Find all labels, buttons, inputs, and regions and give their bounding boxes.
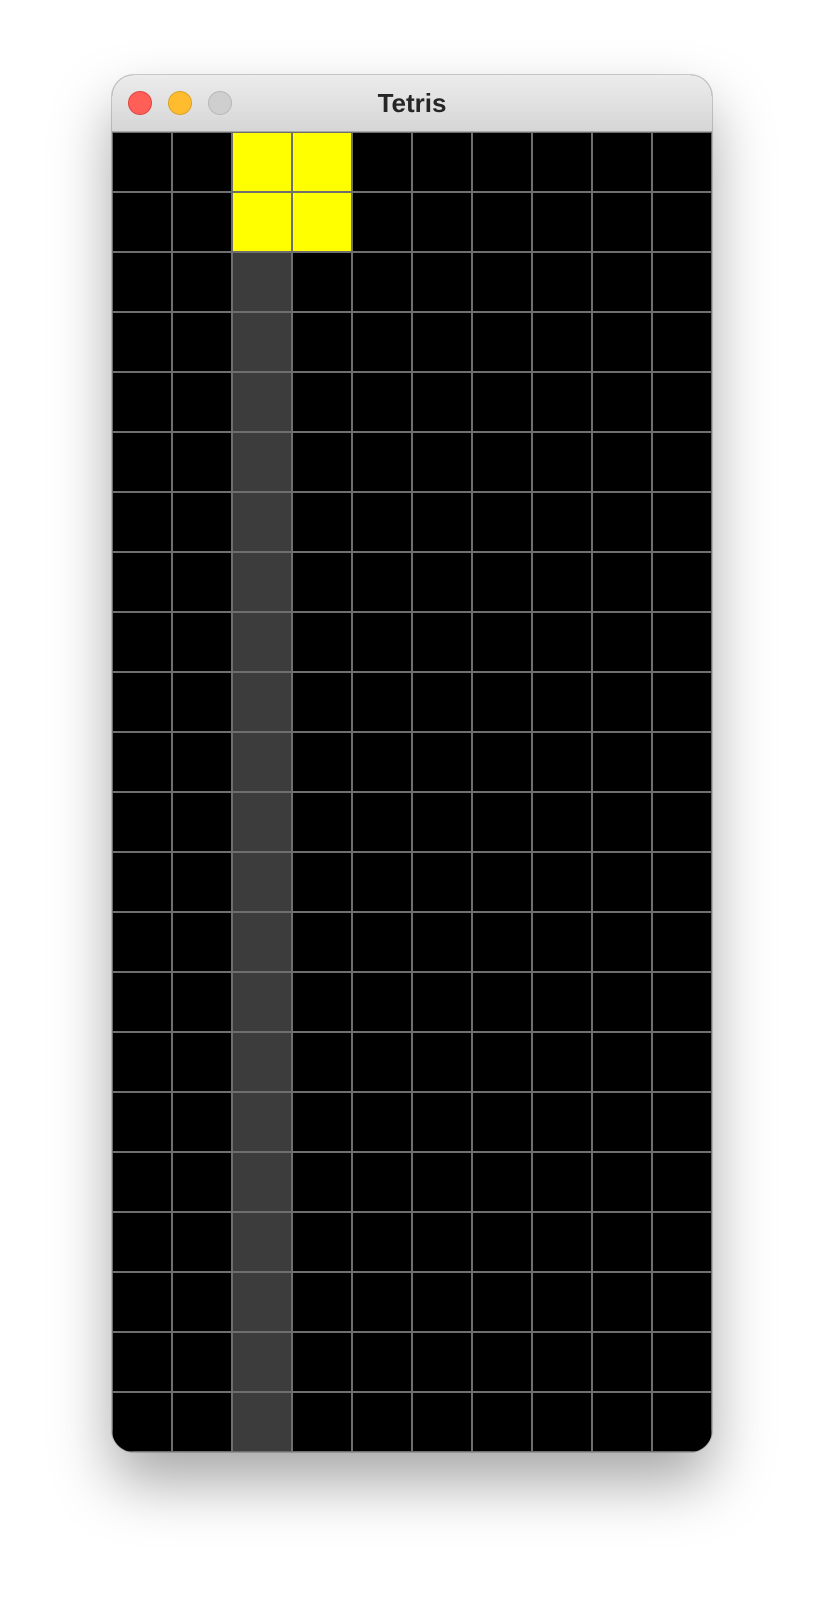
ghost-cell bbox=[232, 732, 292, 792]
ghost-cell bbox=[232, 432, 292, 492]
ghost-cell bbox=[232, 1152, 292, 1212]
ghost-cell bbox=[232, 1392, 292, 1452]
ghost-cell bbox=[232, 372, 292, 432]
game-window: Tetris bbox=[112, 75, 712, 1452]
ghost-cell bbox=[232, 792, 292, 852]
tetris-board[interactable] bbox=[112, 132, 712, 1452]
active-piece-cell bbox=[292, 192, 352, 252]
ghost-cell bbox=[232, 672, 292, 732]
ghost-cell bbox=[232, 1092, 292, 1152]
active-piece-cell bbox=[292, 132, 352, 192]
ghost-cell bbox=[232, 912, 292, 972]
board-grid bbox=[112, 132, 712, 1452]
active-piece-cell bbox=[232, 132, 292, 192]
ghost-cell bbox=[232, 1032, 292, 1092]
ghost-cell bbox=[232, 1272, 292, 1332]
ghost-cell bbox=[232, 552, 292, 612]
ghost-cell bbox=[232, 252, 292, 312]
ghost-cell bbox=[232, 1212, 292, 1272]
ghost-cell bbox=[232, 312, 292, 372]
ghost-cell bbox=[232, 1332, 292, 1392]
ghost-cell bbox=[232, 972, 292, 1032]
window-title: Tetris bbox=[112, 75, 712, 132]
title-bar[interactable]: Tetris bbox=[112, 75, 712, 132]
ghost-cell bbox=[232, 852, 292, 912]
ghost-cell bbox=[232, 612, 292, 672]
ghost-cell bbox=[232, 492, 292, 552]
active-piece-cell bbox=[232, 192, 292, 252]
